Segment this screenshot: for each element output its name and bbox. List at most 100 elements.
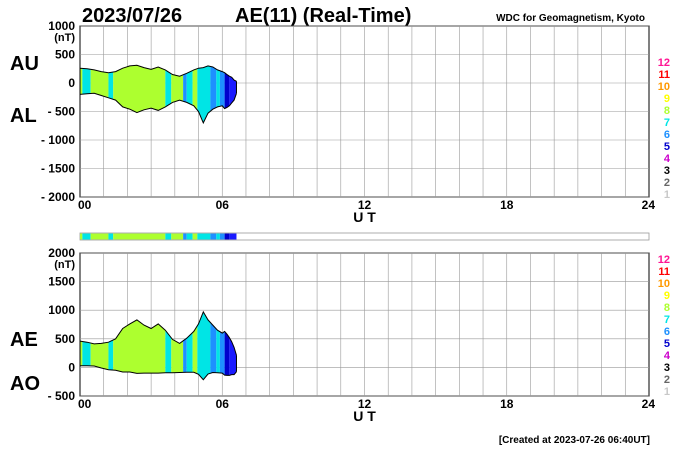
station-legend-item: 10 <box>658 81 670 93</box>
y-tick-label: - 1000 <box>41 133 75 147</box>
station-legend-item: 12 <box>658 254 670 266</box>
area-band <box>186 65 193 123</box>
y-tick-label: 1000 <box>48 19 75 33</box>
y-tick-label: - 2000 <box>41 190 75 204</box>
area-band <box>80 311 83 380</box>
activity-segment <box>80 233 83 240</box>
credit-label: WDC for Geomagnetism, Kyoto <box>496 13 645 24</box>
station-legend-item: 8 <box>664 105 670 117</box>
station-legend-item: 1 <box>664 189 670 201</box>
activity-bar <box>79 232 650 241</box>
activity-segment <box>171 233 184 240</box>
station-legend-item: 7 <box>664 314 670 326</box>
station-legend-item: 6 <box>664 326 670 338</box>
activity-segment <box>210 233 217 240</box>
ae-series-line <box>79 310 237 356</box>
area-band <box>171 65 184 123</box>
area-band <box>192 65 198 123</box>
area-band <box>183 65 187 123</box>
station-legend-item: 4 <box>664 153 671 165</box>
date-title: 2023/07/26 <box>82 5 182 27</box>
y-tick-label: - 1500 <box>41 162 75 176</box>
area-band <box>82 311 91 380</box>
series-label-lower: AL <box>10 105 37 127</box>
area-band <box>216 311 220 380</box>
area-band <box>186 311 193 380</box>
activity-segment <box>183 233 187 240</box>
series-label-upper: AE <box>10 329 38 351</box>
y-tick-label: 500 <box>55 332 75 346</box>
series-label-upper: AU <box>10 53 39 75</box>
au-series-line <box>79 64 237 82</box>
area-band <box>108 311 114 380</box>
area-band <box>171 311 184 380</box>
area-band <box>224 311 230 380</box>
activity-segment <box>90 233 109 240</box>
x-tick-label: 12 <box>358 397 372 411</box>
area-band <box>197 65 211 123</box>
station-legend-item: 9 <box>664 290 670 302</box>
station-legend-item: 1 <box>664 386 670 398</box>
y-tick-label: 500 <box>55 48 75 62</box>
created-timestamp: [Created at 2023-07-26 06:40UT] <box>499 435 650 446</box>
station-legend-item: 5 <box>664 141 670 153</box>
unit-label: (nT) <box>54 32 75 44</box>
station-legend-item: 3 <box>664 362 670 374</box>
activity-segment <box>113 233 166 240</box>
activity-segment <box>108 233 114 240</box>
x-tick-label: 24 <box>642 198 656 212</box>
area-band <box>224 65 230 123</box>
x-tick-label: 12 <box>358 198 372 212</box>
al-series-line <box>79 92 237 125</box>
station-legend-item: 11 <box>658 266 670 278</box>
x-tick-label: 00 <box>78 397 92 411</box>
area-band <box>219 65 225 123</box>
area-band <box>216 65 220 123</box>
ao-series-line <box>80 365 237 381</box>
activity-segment <box>229 233 237 240</box>
x-tick-label: 06 <box>216 198 230 212</box>
activity-segment <box>224 233 230 240</box>
activity-segment <box>192 233 198 240</box>
x-tick-label: 24 <box>642 397 656 411</box>
activity-segment <box>82 233 91 240</box>
area-band <box>210 311 217 380</box>
x-axis-label: U T <box>353 408 376 424</box>
x-tick-label: 18 <box>500 397 514 411</box>
y-tick-label: - 500 <box>48 105 76 119</box>
area-band <box>183 311 187 380</box>
area-band <box>165 311 172 380</box>
station-legend-item: 3 <box>664 165 670 177</box>
station-legend-item: 6 <box>664 129 670 141</box>
station-legend-item: 9 <box>664 93 670 105</box>
station-legend-item: 11 <box>658 69 670 81</box>
series-label-lower: AO <box>10 373 40 395</box>
y-tick-label: - 500 <box>48 389 76 403</box>
area-band <box>165 65 172 123</box>
station-legend-item: 2 <box>664 374 670 386</box>
y-tick-label: 1500 <box>48 275 75 289</box>
x-tick-label: 00 <box>78 198 92 212</box>
y-tick-label: 0 <box>68 360 75 374</box>
activity-segment <box>219 233 225 240</box>
y-tick-label: 0 <box>68 76 75 90</box>
station-legend-item: 2 <box>664 177 670 189</box>
unit-label: (nT) <box>54 259 75 271</box>
area-band <box>210 65 217 123</box>
station-legend-item: 5 <box>664 338 670 350</box>
y-tick-label: 1000 <box>48 303 75 317</box>
y-tick-label: 2000 <box>48 246 75 260</box>
station-legend-item: 8 <box>664 302 670 314</box>
station-legend-item: 4 <box>664 350 671 362</box>
x-tick-label: 06 <box>216 397 230 411</box>
activity-segment <box>186 233 193 240</box>
activity-segment <box>197 233 211 240</box>
area-band <box>197 311 211 380</box>
station-legend-item: 10 <box>658 278 670 290</box>
area-band <box>219 311 225 380</box>
index-title: AE(11) (Real-Time) <box>235 5 411 27</box>
x-tick-label: 18 <box>500 198 514 212</box>
area-band <box>192 311 198 380</box>
